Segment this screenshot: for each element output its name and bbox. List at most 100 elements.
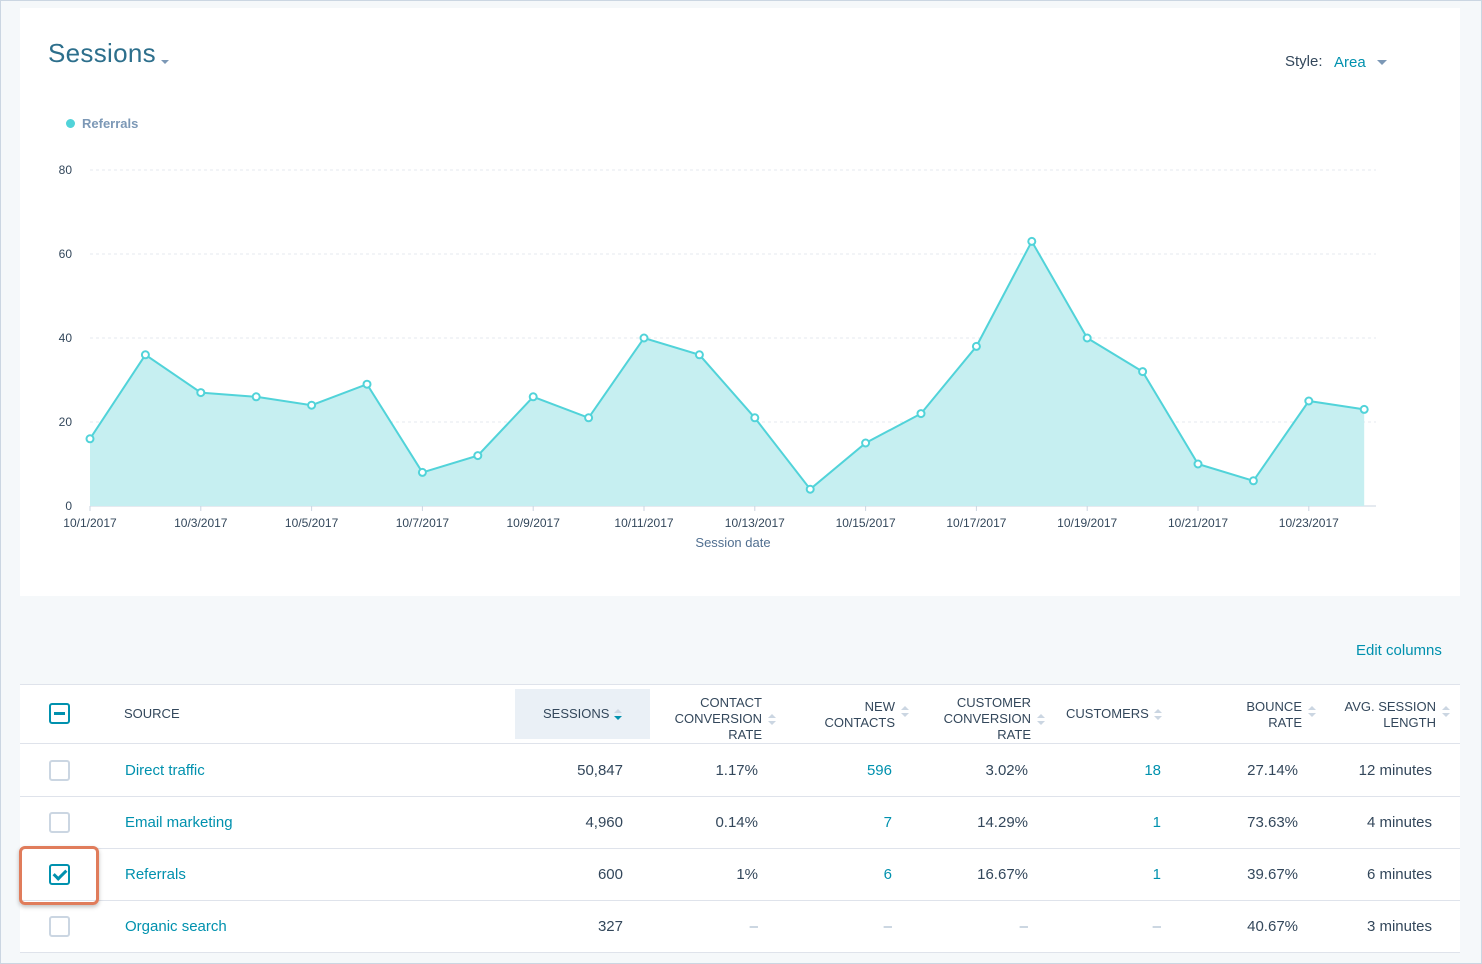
customers-link[interactable]: 1: [1152, 866, 1161, 883]
contact-conversion-rate-value: 1.17%: [715, 762, 758, 779]
data-point: [805, 484, 815, 494]
column-header-source[interactable]: SOURCE: [124, 706, 180, 722]
customer-conversion-rate-value: 16.67%: [977, 866, 1028, 883]
contact-conversion-rate-value: 1%: [736, 866, 758, 883]
column-header-label-line: AVG. SESSION: [1344, 699, 1436, 714]
row-checkbox[interactable]: [49, 916, 70, 937]
column-header-label: CUSTOMERS: [1066, 706, 1149, 721]
bounce-rate-value: 39.67%: [1247, 866, 1298, 883]
new-contacts-link[interactable]: 596: [866, 762, 892, 779]
data-point: [140, 350, 150, 360]
data-point: [916, 409, 926, 419]
column-header-label-line: CUSTOMER: [956, 695, 1031, 710]
row-checkbox-checked[interactable]: [49, 864, 70, 885]
annotation-highlight-box: [19, 846, 99, 905]
sessions-value: 600: [597, 866, 623, 883]
column-header-label-line: CONVERSION: [943, 711, 1031, 726]
sort-icon[interactable]: [1442, 705, 1450, 719]
customers-link[interactable]: 1: [1152, 814, 1161, 831]
data-point: [1193, 459, 1203, 469]
sort-icon[interactable]: [1153, 708, 1162, 722]
column-header-label-line: RATE: [997, 727, 1031, 742]
style-label: Style:: [1285, 53, 1323, 70]
chart-legend[interactable]: Referrals: [66, 116, 138, 131]
column-header-label: SOURCE: [124, 706, 180, 721]
column-header-label-line: RATE: [1268, 715, 1302, 730]
sessions-value: 50,847: [577, 762, 623, 779]
column-header-label-line: LENGTH: [1383, 715, 1436, 730]
contact-conversion-rate-value: –: [749, 918, 758, 935]
avg-session-length-value: 12 minutes: [1358, 762, 1432, 779]
data-point: [473, 451, 483, 461]
customer-conversion-rate-value: –: [1019, 918, 1028, 935]
contact-conversion-rate-value: 0.14%: [715, 814, 758, 831]
column-header-bounce-rate[interactable]: BOUNCE RATE: [1210, 699, 1316, 731]
data-point: [251, 392, 261, 402]
column-header-contact-conversion-rate[interactable]: CONTACT CONVERSION RATE: [660, 695, 776, 743]
source-link[interactable]: Referrals: [125, 866, 186, 883]
series-line-referrals: [89, 239, 1365, 491]
table-row: Referrals 600 1% 6 16.67% 1 39.67% 6 min…: [20, 849, 1460, 901]
caret-down-icon[interactable]: [161, 60, 169, 64]
edit-columns-link[interactable]: Edit columns: [1356, 642, 1442, 659]
data-point: [417, 467, 427, 477]
bounce-rate-value: 73.63%: [1247, 814, 1298, 831]
avg-session-length-value: 3 minutes: [1366, 918, 1432, 935]
x-tick-label: 10/23/2017: [1279, 516, 1339, 530]
column-header-sessions[interactable]: SESSIONS: [543, 706, 623, 722]
legend-label: Referrals: [82, 116, 139, 131]
series-area-referrals: [90, 241, 1365, 506]
table-header: SOURCE SESSIONS CONTACT CONVERSION RATE …: [20, 685, 1460, 744]
data-point: [362, 379, 372, 389]
data-point: [196, 388, 206, 398]
sort-icon[interactable]: [1308, 705, 1316, 719]
row-checkbox[interactable]: [49, 760, 70, 781]
source-link[interactable]: Direct traffic: [125, 762, 205, 779]
style-dropdown[interactable]: Area: [1334, 54, 1366, 71]
report-title-dropdown[interactable]: Sessions: [48, 38, 156, 68]
y-tick-label: 0: [65, 499, 72, 513]
y-tick-label: 20: [59, 415, 73, 429]
sort-icon[interactable]: [1037, 713, 1045, 727]
row-checkbox[interactable]: [49, 812, 70, 833]
column-header-label-line: CONVERSION: [674, 711, 762, 726]
data-point: [861, 438, 871, 448]
column-header-new-contacts[interactable]: NEW CONTACTS: [800, 699, 909, 731]
avg-session-length-value: 6 minutes: [1366, 866, 1432, 883]
column-header-customers[interactable]: CUSTOMERS: [1066, 706, 1162, 722]
new-contacts-link[interactable]: 6: [883, 866, 892, 883]
column-header-label-line: RATE: [728, 727, 762, 742]
y-tick-label: 80: [59, 163, 73, 177]
source-link[interactable]: Email marketing: [125, 814, 233, 831]
chart-card: Sessions Style: Area Referrals 0 20 40 60 80…: [20, 8, 1460, 596]
data-point: [694, 350, 704, 360]
customer-conversion-rate-value: 14.29%: [977, 814, 1028, 831]
sort-icon[interactable]: [768, 713, 776, 727]
sort-icon[interactable]: [901, 705, 909, 719]
source-link[interactable]: Organic search: [125, 918, 227, 935]
sort-descending-icon[interactable]: [614, 708, 623, 722]
table-row: Direct traffic 50,847 1.17% 596 3.02% 18…: [20, 745, 1460, 797]
column-header-customer-conversion-rate[interactable]: CUSTOMER CONVERSION RATE: [925, 695, 1045, 743]
select-all-checkbox[interactable]: [49, 703, 70, 724]
data-point: [1248, 476, 1258, 486]
sessions-value: 327: [597, 918, 623, 935]
column-header-avg-session-length[interactable]: AVG. SESSION LENGTH: [1330, 699, 1450, 731]
column-header-label-line: NEW: [864, 699, 895, 714]
column-header-label-line: CONTACTS: [824, 715, 895, 730]
customers-value: –: [1152, 918, 1161, 935]
data-point: [528, 392, 538, 402]
x-axis-title: Session date: [695, 535, 770, 550]
x-tick-label: 10/13/2017: [725, 516, 785, 530]
customers-link[interactable]: 18: [1144, 762, 1161, 779]
sessions-value: 4,960: [585, 814, 623, 831]
data-point: [85, 434, 95, 444]
x-tick-label: 10/11/2017: [614, 516, 673, 530]
caret-down-icon[interactable]: [1377, 60, 1387, 65]
bounce-rate-value: 40.67%: [1247, 918, 1298, 935]
column-header-label: SESSIONS: [543, 706, 610, 721]
bounce-rate-value: 27.14%: [1247, 762, 1298, 779]
new-contacts-link[interactable]: 7: [883, 814, 892, 831]
data-point: [639, 333, 649, 343]
data-point: [584, 413, 594, 423]
